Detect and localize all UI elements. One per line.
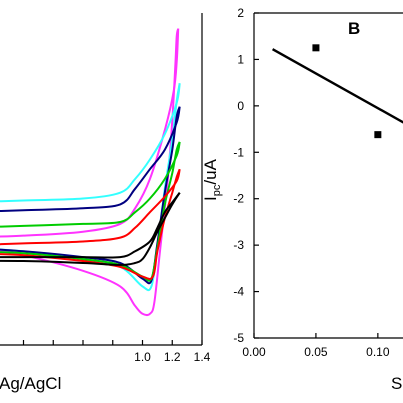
cv-series-2-reverse	[0, 83, 181, 203]
cv-series-6-forward	[0, 192, 181, 266]
cv-series-4-reverse	[0, 141, 181, 228]
cv-series-3-forward	[0, 106, 181, 285]
panel-b-y-tick-label: 2	[237, 6, 244, 20]
y-title-sub: pc	[211, 184, 223, 196]
panel-b-label: B	[348, 19, 360, 38]
panel-a-x-tick-label: 1.4	[194, 350, 211, 364]
panel-b-x-tick-label: 0.00	[242, 345, 266, 359]
cv-series-3	[0, 106, 181, 285]
panel-b-y-tick-label: 0	[237, 99, 244, 113]
y-title-main: I	[201, 196, 220, 201]
cv-series-6	[0, 192, 181, 266]
panel-b-y-tick-label: -1	[233, 145, 244, 159]
fit-line	[271, 48, 403, 124]
cv-series-3-reverse	[0, 106, 181, 213]
panel-b-y-axis-title: Ipc/uA	[201, 158, 223, 201]
cv-series-5	[0, 168, 181, 280]
panel-b-y-tick-label: 1	[237, 52, 244, 66]
cv-series-4-forward	[0, 141, 181, 282]
panel-b-y-tick-label: -4	[233, 285, 244, 299]
data-points	[312, 44, 382, 139]
panel-b: 210-1-2-3-4-5 0.000.050.100.1 B Ipc/uA S	[201, 6, 403, 393]
cv-series-1-reverse	[0, 28, 180, 238]
panel-a-x-axis-title: Ag/AgCl	[0, 374, 61, 393]
cv-series-5-reverse	[0, 168, 181, 246]
panel-b-y-tick-label: -2	[233, 192, 244, 206]
y-title-rest: /uA	[201, 158, 220, 184]
panel-b-x-axis-title: S	[391, 374, 402, 393]
data-point	[374, 131, 382, 139]
panel-b-y-ticks: 2 1 0 -1 -2 -3 -4 -5	[233, 6, 259, 345]
cv-series-4	[0, 141, 181, 282]
cv-series-5-forward	[0, 168, 181, 280]
cv-curves	[0, 28, 181, 316]
panel-a-x-tick-label: 1.0	[134, 350, 151, 364]
panel-b-x-ticks: 0.000.050.100.1	[242, 333, 390, 359]
panel-a: 1.0 1.2 1.4 Ag/AgCl	[0, 13, 211, 393]
panel-b-x-tick-label: 0.10	[366, 345, 390, 359]
panel-b-y-tick-label: -5	[233, 331, 244, 345]
cv-series-6-reverse	[0, 192, 181, 259]
panel-a-x-ticks: 1.0 1.2 1.4	[22, 340, 211, 364]
data-point	[312, 44, 320, 52]
panel-b-x-tick-label: 0.05	[304, 345, 328, 359]
panel-b-y-tick-label: -3	[233, 238, 244, 252]
cv-series-1	[0, 28, 180, 316]
panel-a-x-tick-label: 1.2	[164, 350, 181, 364]
